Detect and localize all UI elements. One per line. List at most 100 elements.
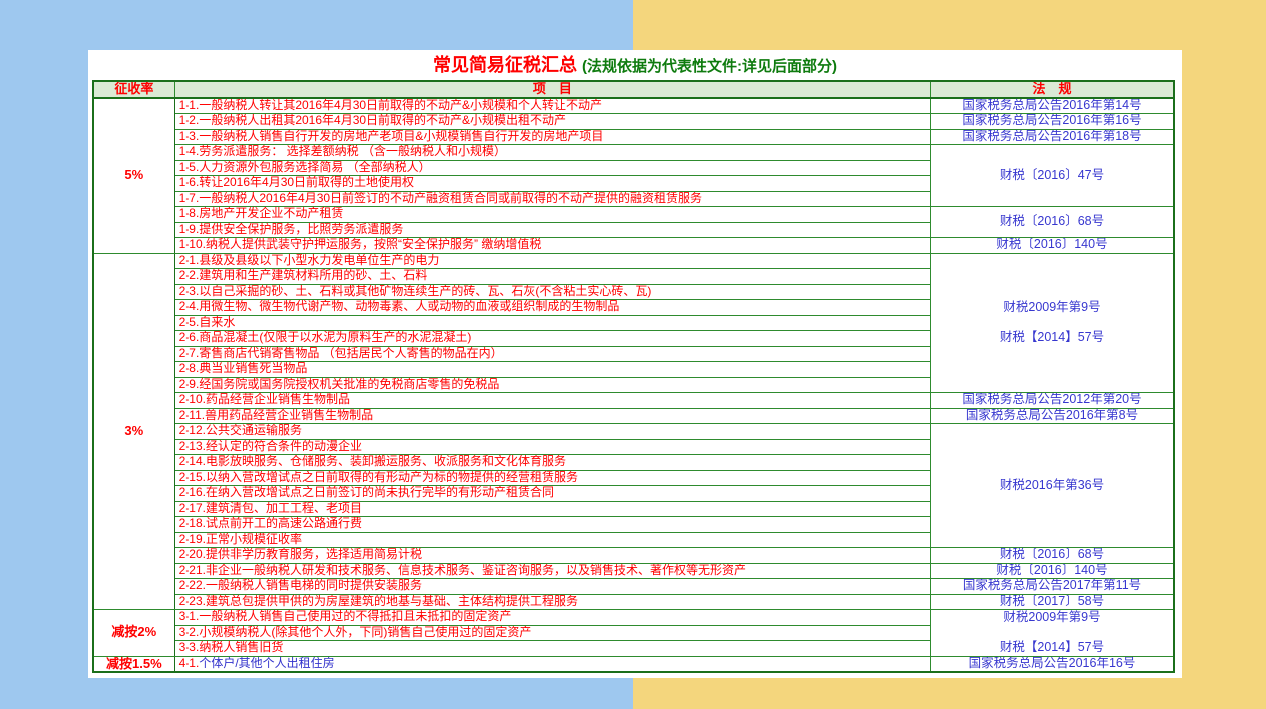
item-text: 纳税人销售旧货 [199,640,284,655]
tax-summary-table: 征收率 项 目 法 规 5% 1-1.一般纳税人转让其2016年4月30日前取得的… [92,80,1175,674]
item-text: 提供安全保护服务，比照劳务派遣服务 [199,222,404,236]
regulation-cell: 财税〔2016〕140号 [930,237,1175,254]
item-text: 个体户/其他个人出租住房 [199,656,335,671]
table-row: 2-19.正常小规模征收率 [93,531,1174,548]
item-text: 建筑总包提供甲供的为房屋建筑的地基与基础、主体结构提供工程服务 [206,594,579,608]
item-number: 2-22. [178,578,206,593]
regulation-cell: 国家税务总局公告2016年第18号 [930,128,1175,145]
item-number: 1-1. [178,98,200,113]
item-cell: 1-8.房地产开发企业不动产租赁 [173,206,932,223]
document-panel: 常见简易征税汇总 (法规依据为代表性文件:详见后面部分) 征收率 项 目 法 规 … [88,50,1182,678]
item-text: 县级及县级以下小型水力发电单位生产的电力 [199,253,440,267]
item-text: 经国务院或国务院授权机关批准的免税商店零售的免税品 [199,377,500,391]
item-number: 1-6. [178,175,200,190]
item-text: 一般纳税人出租其2016年4月30日前取得的不动产&小规模出租不动产 [199,113,567,128]
item-number: 3-3. [178,640,200,655]
item-text: 电影放映服务、仓储服务、装卸搬运服务、收派服务和文化体育服务 [206,454,567,469]
item-cell: 1-5.人力资源外包服务选择简易 （全部纳税人） [173,159,932,176]
regulation-text: 财税2009年第9号 财税【2014】57号 [999,300,1105,344]
item-number: 2-20. [178,547,206,562]
item-number: 1-2. [178,113,200,128]
regulation-text: 财税〔2016〕68号 [999,547,1105,562]
regulation-cell: 财税2009年第9号 财税【2014】57号 [930,252,1175,393]
regulation-cell: 财税〔2017〕58号 [930,593,1175,610]
item-text: 提供非学历教育服务，选择适用简易计税 [206,547,423,562]
item-cell: 2-11.兽用药品经营企业销售生物制品 [173,407,932,424]
item-cell: 2-19.正常小规模征收率 [173,531,932,548]
item-number: 3-2. [178,625,200,639]
item-number: 2-12. [178,423,206,438]
item-cell: 1-3.一般纳税人销售自行开发的房地产老项目&小规模销售自行开发的房地产项目 [173,128,932,145]
item-cell: 3-2.小规模纳税人(除其他个人外，下同)销售自己使用过的固定资产 [173,624,932,641]
item-cell: 2-18.试点前开工的高速公路通行费 [173,516,932,533]
item-text: 纳税人提供武装守护押运服务，按照“安全保护服务” 缴纳增值税 [206,237,542,252]
regulation-cell: 财税2016年第36号 [930,423,1175,548]
rate-cell: 减按1.5% [92,655,175,673]
item-cell: 2-6.商品混凝土(仅限于以水泥为原料生产的水泥混凝土) [173,330,932,347]
item-cell: 2-3.以自己采掘的砂、土、石料或其他矿物连续生产的砖、瓦、石灰(不含粘土实心砖… [173,283,932,300]
item-number: 2-19. [178,532,206,546]
item-number: 1-4. [178,144,200,159]
table-row: 3-3.纳税人销售旧货 [93,640,1174,657]
page-title-sub: (法规依据为代表性文件:详见后面部分) [582,58,837,75]
item-cell: 2-17.建筑清包、加工工程、老项目 [173,500,932,517]
regulation-text: 财税〔2016〕140号 [996,563,1108,577]
item-cell: 2-8.典当业销售死当物品 [173,361,932,378]
item-number: 2-1. [178,253,200,267]
item-text: 公共交通运输服务 [206,423,303,438]
regulation-cell: 财税〔2016〕68号 [930,547,1175,564]
item-text: 房地产开发企业不动产租赁 [199,206,344,221]
table-row: 1-5.人力资源外包服务选择简易 （全部纳税人） [93,159,1174,176]
regulation-cell: 国家税务总局公告2016年第8号 [930,407,1175,424]
item-cell: 2-10.药品经营企业销售生物制品 [173,392,932,409]
table-body: 5% 1-1.一般纳税人转让其2016年4月30日前取得的不动产&小规模和个人转让… [92,97,1175,673]
table-row: 1-9.提供安全保护服务，比照劳务派遣服务 [93,221,1174,238]
item-number: 2-6. [178,330,200,345]
item-text: 劳务派遣服务： 选择差额纳税 （含一般纳税人和小规模） [199,144,506,159]
table-row: 1-7.一般纳税人2016年4月30日前签订的不动产融资租赁合同或前取得的不动产… [93,190,1174,207]
regulation-text: 财税〔2016〕68号 [999,214,1105,229]
table-row: 2-9.经国务院或国务院授权机关批准的免税商店零售的免税品 [93,376,1174,393]
item-number: 2-11. [178,408,206,422]
item-cell: 2-22.一般纳税人销售电梯的同时提供安装服务 [173,578,932,595]
item-text: 经认定的符合条件的动漫企业 [206,439,363,453]
item-text: 寄售商店代销寄售物品 （包括居民个人寄售的物品在内） [199,346,503,360]
table-row: 3-2.小规模纳税人(除其他个人外，下同)销售自己使用过的固定资产 [93,624,1174,641]
table-row: 2-23.建筑总包提供甲供的为房屋建筑的地基与基础、主体结构提供工程服务 财税〔2… [93,593,1175,610]
item-number: 2-7. [178,346,200,360]
item-number: 1-5. [178,160,200,174]
item-cell: 1-7.一般纳税人2016年4月30日前签订的不动产融资租赁合同或前取得的不动产… [173,190,932,207]
rate-cell: 5% [92,97,175,254]
regulation-text: 国家税务总局公告2017年第11号 [962,578,1142,593]
item-cell: 1-9.提供安全保护服务，比照劳务派遣服务 [173,221,932,238]
item-cell: 1-1.一般纳税人转让其2016年4月30日前取得的不动产&小规模和个人转让不动… [173,97,932,114]
page-title-main: 常见简易征税汇总 [433,55,577,75]
item-text: 商品混凝土(仅限于以水泥为原料生产的水泥混凝土) [199,330,472,345]
item-cell: 2-15.以纳入营改增试点之日前取得的有形动产为标的物提供的经营租赁服务 [173,469,932,486]
regulation-cell: 国家税务总局公告2017年第11号 [930,578,1175,595]
regulation-cell: 财税〔2016〕68号 [930,206,1175,238]
item-number: 1-3. [178,129,200,143]
regulation-cell: 国家税务总局公告2016年16号 [930,655,1175,673]
item-cell: 1-6.转让2016年4月30日前取得的土地使用权 [173,175,932,192]
item-text: 转让2016年4月30日前取得的土地使用权 [199,175,415,190]
rate-cell: 减按2% [92,609,175,657]
item-number: 2-3. [178,284,200,298]
table-row: 1-3.一般纳税人销售自行开发的房地产老项目&小规模销售自行开发的房地产项目 国家… [93,128,1175,145]
table-row: 1-8.房地产开发企业不动产租赁 财税〔2016〕68号 [93,206,1175,238]
item-text: 小规模纳税人(除其他个人外，下同)销售自己使用过的固定资产 [199,625,532,639]
item-cell: 2-14.电影放映服务、仓储服务、装卸搬运服务、收派服务和文化体育服务 [173,454,932,471]
item-number: 1-7. [178,191,200,205]
table-row: 2-12.公共交通运输服务 财税2016年第36号 [93,423,1175,548]
item-cell: 1-2.一般纳税人出租其2016年4月30日前取得的不动产&小规模出租不动产 [173,113,932,130]
item-cell: 1-4.劳务派遣服务： 选择差额纳税 （含一般纳税人和小规模） [173,144,932,161]
item-number: 2-13. [178,439,206,453]
item-cell: 2-4.用微生物、微生物代谢产物、动物毒素、人或动物的血液或组织制成的生物制品 [173,299,932,316]
regulation-text: 国家税务总局公告2016年第18号 [962,129,1142,143]
table-row: 2-21.非企业一般纳税人研发和技术服务、信息技术服务、鉴证咨询服务，以及销售技… [93,562,1175,579]
item-number: 2-8. [178,361,200,376]
item-cell: 4-1.个体户/其他个人出租住房 [173,655,932,673]
regulation-cell: 国家税务总局公告2016年第14号 [930,97,1175,114]
table-row: 2-22.一般纳税人销售电梯的同时提供安装服务 国家税务总局公告2017年第11号 [93,578,1175,595]
item-text: 用微生物、微生物代谢产物、动物毒素、人或动物的血液或组织制成的生物制品 [199,299,620,314]
